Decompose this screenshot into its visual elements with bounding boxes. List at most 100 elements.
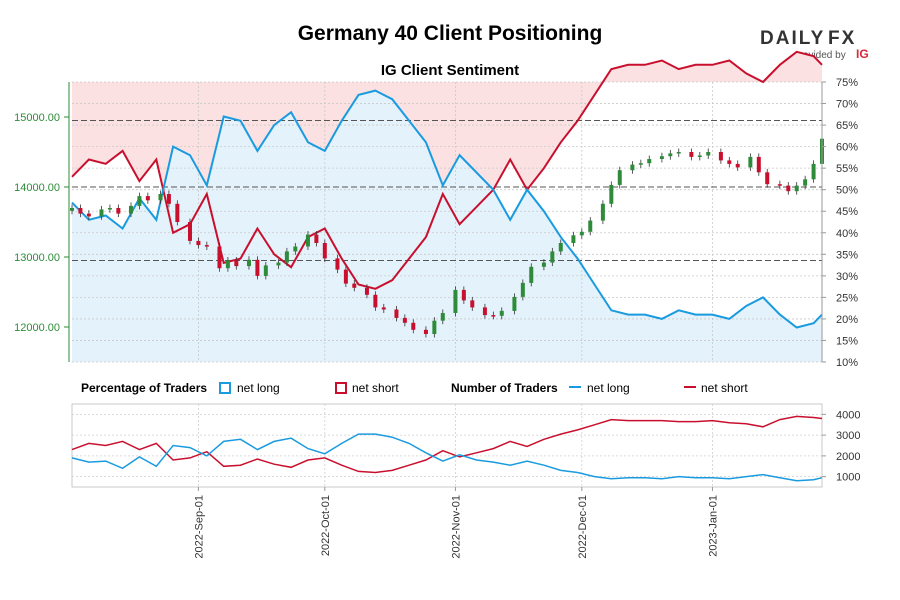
logo-brand-right: FX [828,28,856,49]
candle-body [234,260,239,267]
candle-body [541,262,546,267]
candle-body [276,262,281,266]
candle-body [293,246,298,252]
candle-body [364,287,369,295]
right-tick-label: 60% [836,142,858,154]
candle-body [558,243,563,252]
candle-body [217,246,222,269]
candle-body [638,163,643,165]
candle-body [187,222,192,241]
candle-body [727,160,732,164]
left-tick-label: 15000.00 [14,112,60,124]
candle-body [588,220,593,232]
candle-body [786,185,791,192]
candle-body [803,179,808,186]
x-tick-label: 2022-Nov-01 [450,495,462,559]
logo-brand-left: DAILY [760,28,825,49]
candle-body [756,156,761,173]
candle-body [706,152,711,156]
candle-body [78,208,83,214]
traders-tick-label: 2000 [836,451,860,463]
candle-body [794,185,799,192]
dailyfx-logo: DAILY FX provided by IG [760,28,869,61]
chart-title: Germany 40 Client Positioning [297,22,603,45]
candle-body [70,208,74,211]
candle-body [107,208,112,210]
right-tick-label: 65% [836,120,858,132]
logo-provider: IG [856,47,869,61]
candle-body [322,243,327,259]
candle-body [676,152,681,154]
traders-tick-label: 4000 [836,409,860,421]
candle-body [263,265,268,276]
candle-body [335,258,340,270]
candle-body [765,172,770,185]
x-tick-label: 2022-Dec-01 [577,495,589,559]
candle-body [697,155,702,157]
candle-body [86,213,91,217]
candle-body [128,205,133,214]
candle-body [689,152,694,157]
candle-body [748,156,753,168]
candle-body [314,234,319,243]
right-tick-label: 15% [836,335,858,347]
candle-body [647,159,652,164]
candle-body [550,251,555,263]
candle-body [718,152,723,161]
candle-body [659,156,664,159]
right-tick-label: 10% [836,357,858,369]
candle-body [116,208,121,214]
candle-body [225,260,230,269]
logo-provided-by: provided by [794,50,846,61]
left-tick-label: 14000.00 [14,182,60,194]
right-tick-label: 75% [836,77,858,89]
candle-body [137,196,142,206]
candle-body [411,322,416,330]
candle-body [440,313,445,321]
candle-body [175,203,180,222]
right-tick-label: 50% [836,185,858,197]
right-tick-label: 70% [836,99,858,111]
candle-body [284,251,289,263]
x-axis: 2022-Sep-01 2022-Oct-01 2022-Nov-01 2022-De… [193,487,719,559]
candle-body [571,235,576,243]
candle-body [630,164,635,171]
candle-body [579,231,584,236]
right-tick-label: 55% [836,163,858,175]
left-tick-label: 13000.00 [14,252,60,264]
candle-body [777,184,782,186]
net-short-count-line [71,415,823,474]
candle-body [668,153,673,157]
right-tick-label: 35% [836,249,858,261]
legend: Percentage of Traders net long net short… [81,381,748,395]
candle-body [453,289,458,313]
candle-body [158,194,163,201]
candle-body [609,184,614,204]
right-tick-label: 20% [836,314,858,326]
candle-body [470,300,475,308]
candle-body [529,266,534,283]
traders-tick-label: 3000 [836,430,860,442]
candle-body [352,283,357,288]
candle-body [499,310,504,316]
candle-body [166,194,171,204]
candle-body [423,329,428,334]
net-long-count-line [71,433,823,482]
candle-body [735,163,740,168]
right-tick-label: 25% [836,292,858,304]
x-tick-label: 2022-Sep-01 [193,495,205,559]
legend-num-short-label: net short [701,381,748,395]
candle-body [617,170,622,185]
candle-body [145,196,150,201]
legend-pct-long-label: net long [237,381,280,395]
candle-body [520,282,525,297]
net-long-area [72,90,822,362]
candle-body [600,203,605,221]
candle-body [381,307,386,310]
candle-body [491,315,496,317]
x-tick-label: 2023-Jan-01 [707,495,719,557]
candle-body [482,307,487,316]
candle-body [99,209,104,217]
candle-body [343,269,348,284]
